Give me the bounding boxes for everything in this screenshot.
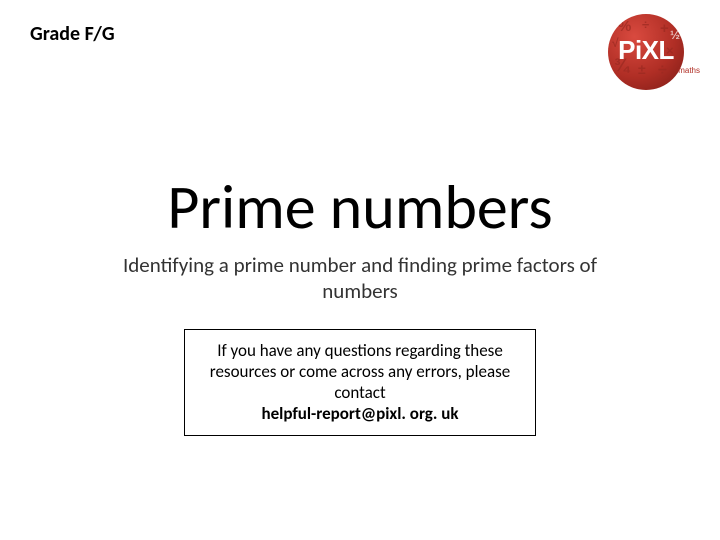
slide-title: Prime numbers — [0, 176, 720, 238]
logo-circle: % ÷ + √ ¾ ± ÷ × ½ PiXL — [608, 14, 684, 90]
pixl-logo: % ÷ + √ ¾ ± ÷ × ½ PiXL maths — [604, 14, 700, 94]
grade-label: Grade F/G — [30, 22, 115, 46]
logo-text: PiXL — [618, 35, 674, 66]
info-text: If you have any questions regarding thes… — [210, 340, 510, 404]
slide-subtitle: Identifying a prime number and finding p… — [0, 252, 720, 305]
contact-info-box: If you have any questions regarding thes… — [184, 329, 536, 436]
logo-subtext: maths — [678, 66, 700, 75]
slide-page: Grade F/G % ÷ + √ ¾ ± ÷ × ½ PiXL maths P… — [0, 0, 720, 540]
contact-email: helpful-report@pixl. org. uk — [261, 403, 458, 424]
main-content: Prime numbers Identifying a prime number… — [0, 176, 720, 436]
